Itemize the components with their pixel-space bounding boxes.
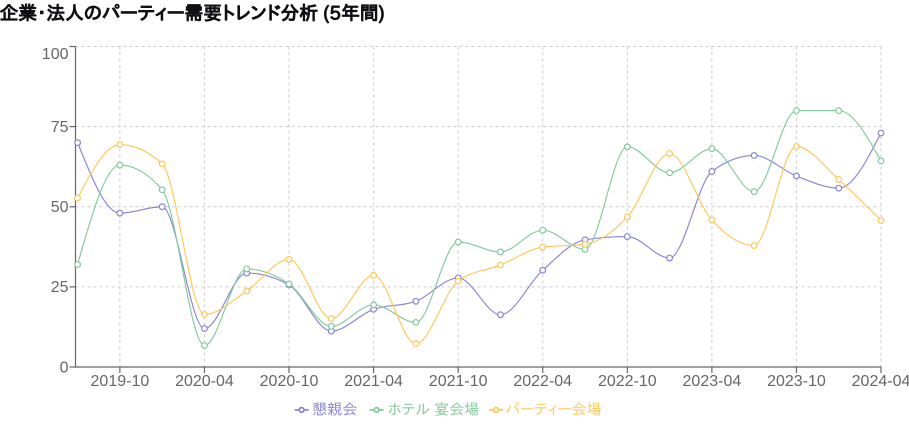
- svg-text:2023-10: 2023-10: [767, 373, 826, 390]
- svg-text:2023-04: 2023-04: [683, 373, 742, 390]
- svg-text:2021-10: 2021-10: [429, 373, 488, 390]
- svg-text:2022-04: 2022-04: [513, 373, 572, 390]
- svg-text:50: 50: [51, 199, 69, 216]
- svg-text:2022-10: 2022-10: [598, 373, 657, 390]
- svg-text:75: 75: [51, 119, 69, 136]
- svg-text:100: 100: [42, 46, 69, 63]
- svg-text:2021-04: 2021-04: [344, 373, 403, 390]
- svg-text:2020-04: 2020-04: [175, 373, 234, 390]
- svg-text:25: 25: [51, 279, 69, 296]
- svg-text:2020-10: 2020-10: [260, 373, 319, 390]
- svg-text:2024-04: 2024-04: [852, 373, 909, 390]
- svg-text:2019-10: 2019-10: [91, 373, 150, 390]
- svg-text:0: 0: [60, 359, 69, 376]
